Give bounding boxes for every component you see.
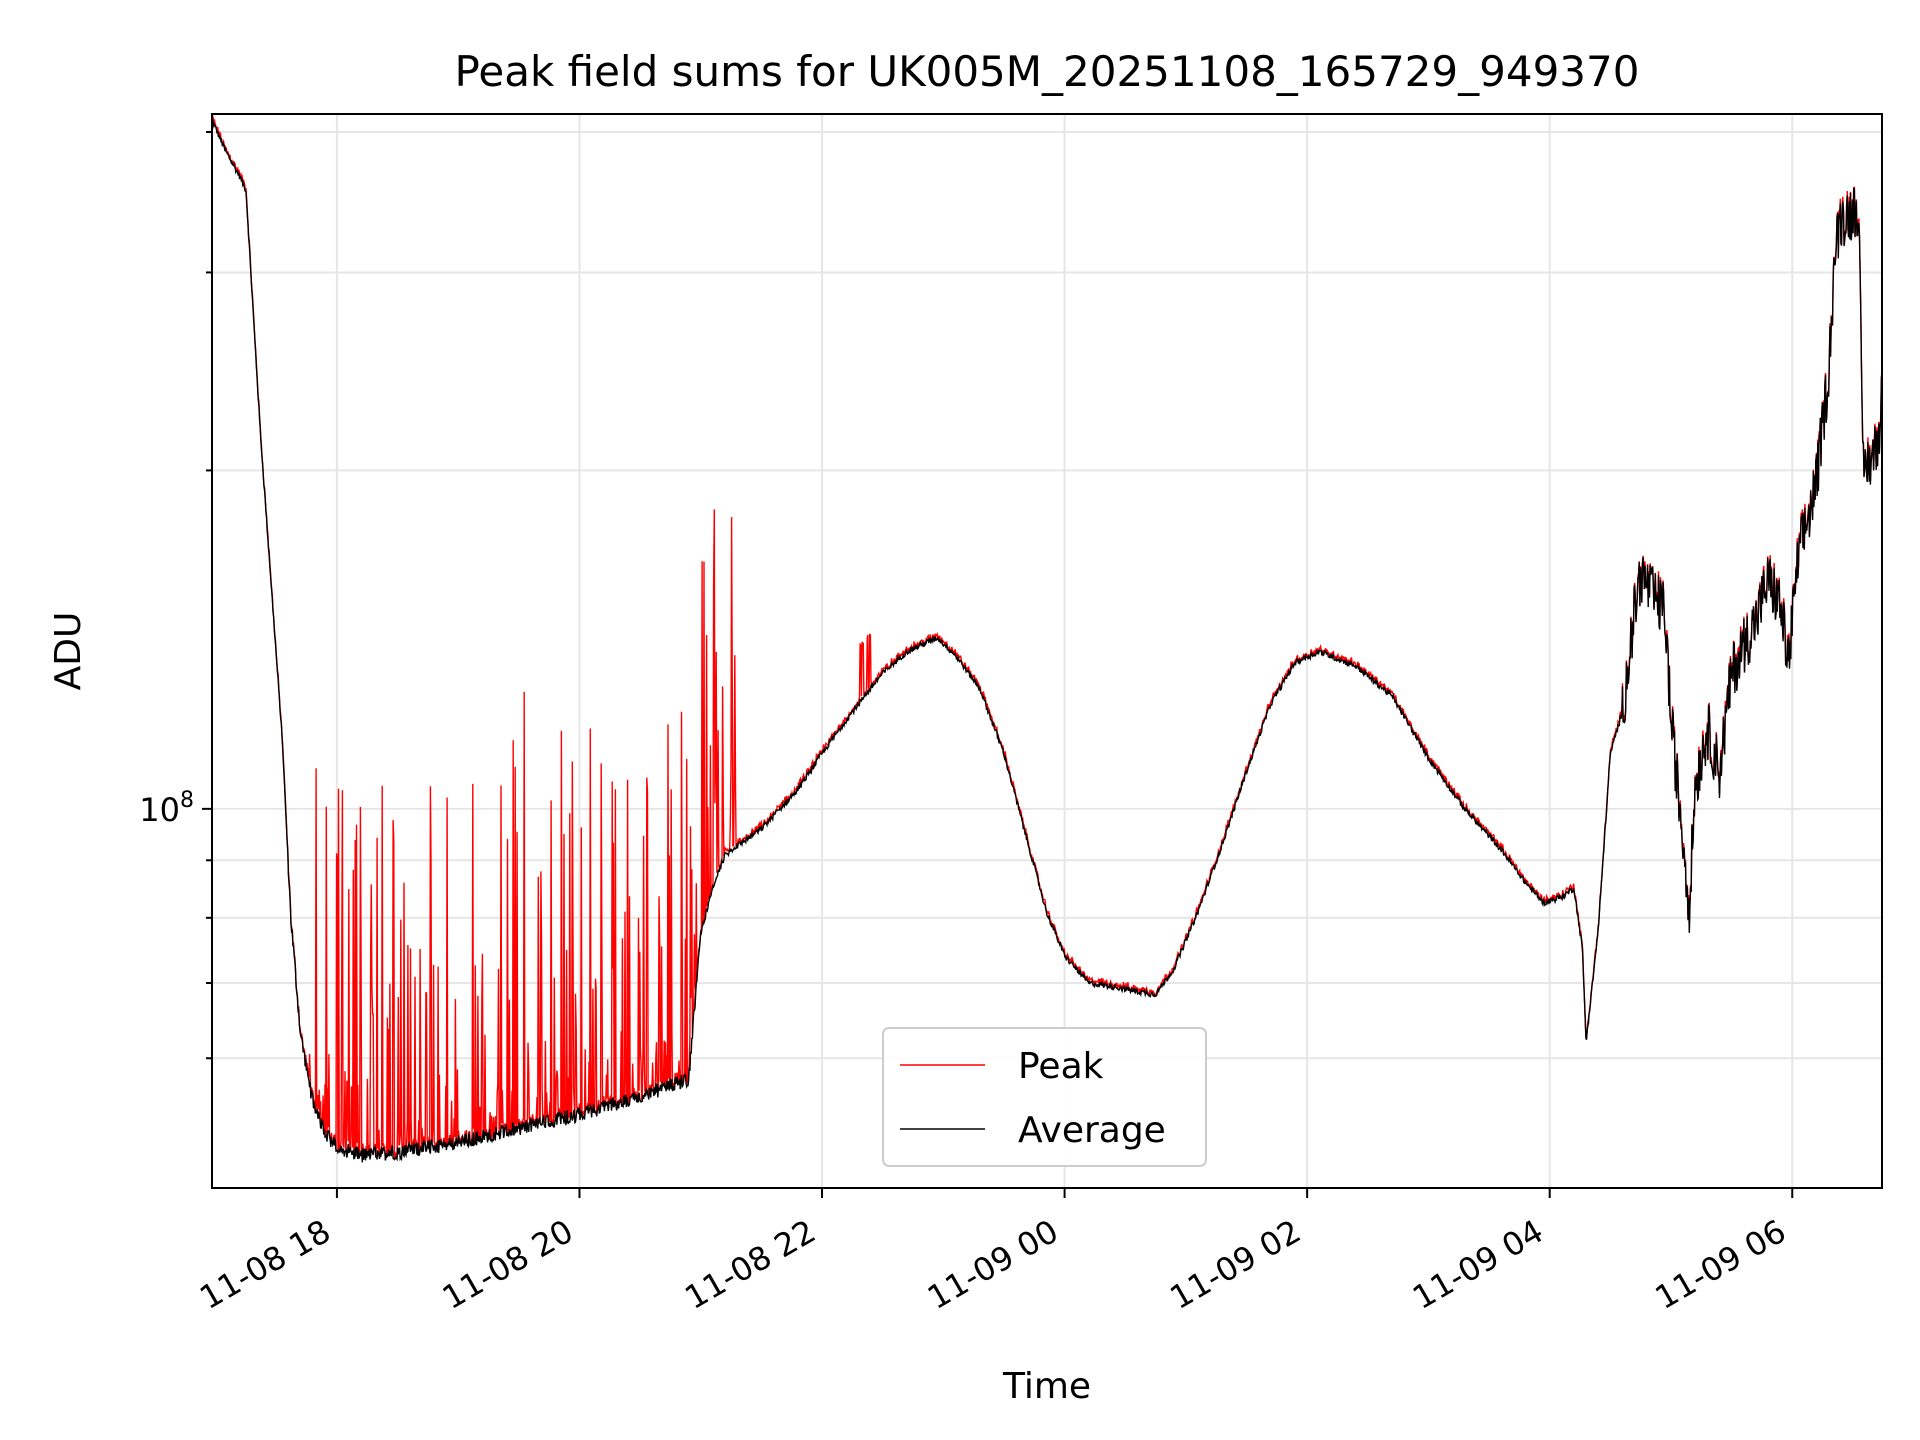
plot-frame <box>211 113 1883 1189</box>
grid <box>212 114 1882 1188</box>
x-axis-label: Time <box>1002 1366 1091 1407</box>
legend-average-label: Average <box>1018 1110 1166 1151</box>
y-tick-label: 108 <box>139 788 194 829</box>
y-axis-label: ADU <box>48 612 89 691</box>
chart-title: Peak field sums for UK005M_20251108_1657… <box>455 47 1640 96</box>
legend: Peak Average <box>882 1027 1207 1167</box>
plot-lines <box>211 113 1883 1163</box>
legend-box <box>882 1027 1207 1167</box>
series-line-average <box>211 118 1883 1163</box>
legend-peak-label: Peak <box>1018 1046 1104 1087</box>
